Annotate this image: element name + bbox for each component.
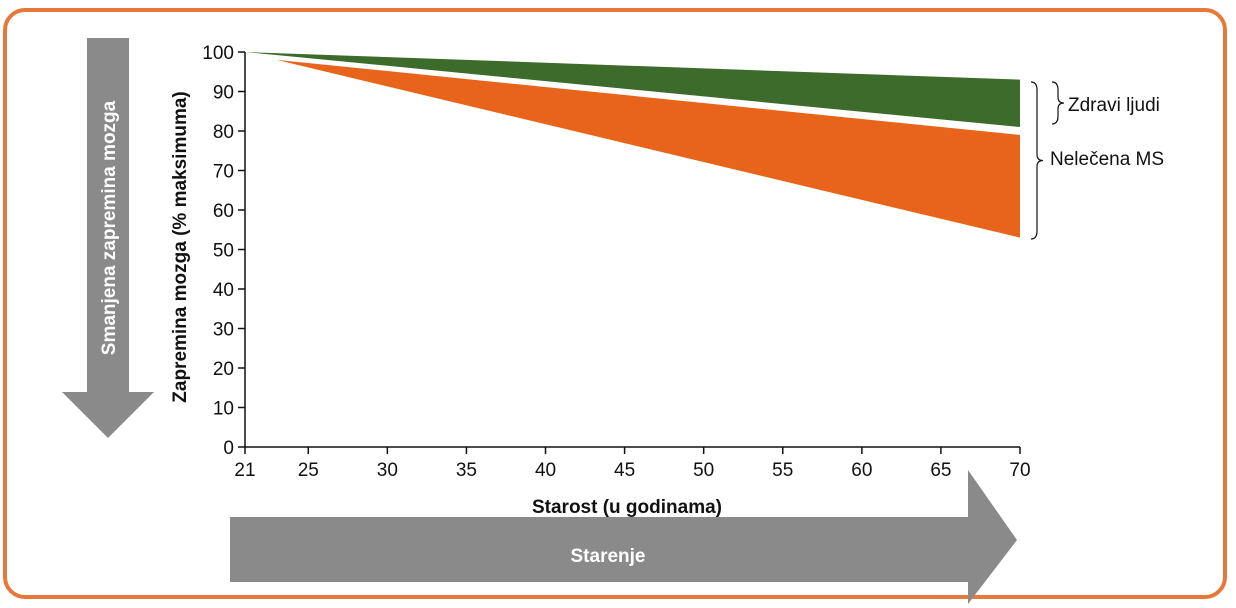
y-tick-label: 10	[213, 399, 234, 420]
y-tick-label: 90	[213, 83, 234, 104]
x-tick-label: 70	[1009, 460, 1030, 481]
x-tick-label: 30	[377, 460, 398, 481]
y-tick-label: 40	[213, 280, 234, 301]
legend-healthy-label: Zdravi ljudi	[1068, 95, 1160, 116]
y-tick-label: 0	[223, 438, 234, 459]
x-tick-label: 40	[535, 460, 556, 481]
x-tick-label: 45	[614, 460, 635, 481]
x-tick-label: 65	[930, 460, 951, 481]
y-tick-label: 80	[213, 122, 234, 143]
x-tick-label: 60	[851, 460, 872, 481]
y-tick-label: 70	[213, 162, 234, 183]
x-tick-label: 25	[298, 460, 319, 481]
y-tick-label: 20	[213, 359, 234, 380]
decrease-arrow-label: Smanjena zapremina mozga	[99, 100, 120, 355]
x-axis-title: Starost (u godinama)	[532, 497, 722, 518]
aging-arrow-label: Starenje	[571, 546, 646, 567]
aging-arrow-shape	[230, 470, 1017, 604]
legend-ms-label: Nelečena MS	[1050, 149, 1164, 170]
plot-areas	[245, 52, 1020, 238]
x-tick-label: 55	[772, 460, 793, 481]
x-tick-label: 21	[234, 460, 255, 481]
y-axis-title: Zapremina mozga (% maksimuma)	[170, 91, 191, 402]
healthy-brace	[1052, 82, 1064, 124]
x-tick-label: 50	[693, 460, 714, 481]
x-tick-label: 35	[456, 460, 477, 481]
ms-brace	[1031, 82, 1043, 239]
y-tick-label: 100	[202, 43, 234, 64]
y-tick-label: 30	[213, 320, 234, 341]
y-tick-label: 50	[213, 241, 234, 262]
y-tick-label: 60	[213, 201, 234, 222]
